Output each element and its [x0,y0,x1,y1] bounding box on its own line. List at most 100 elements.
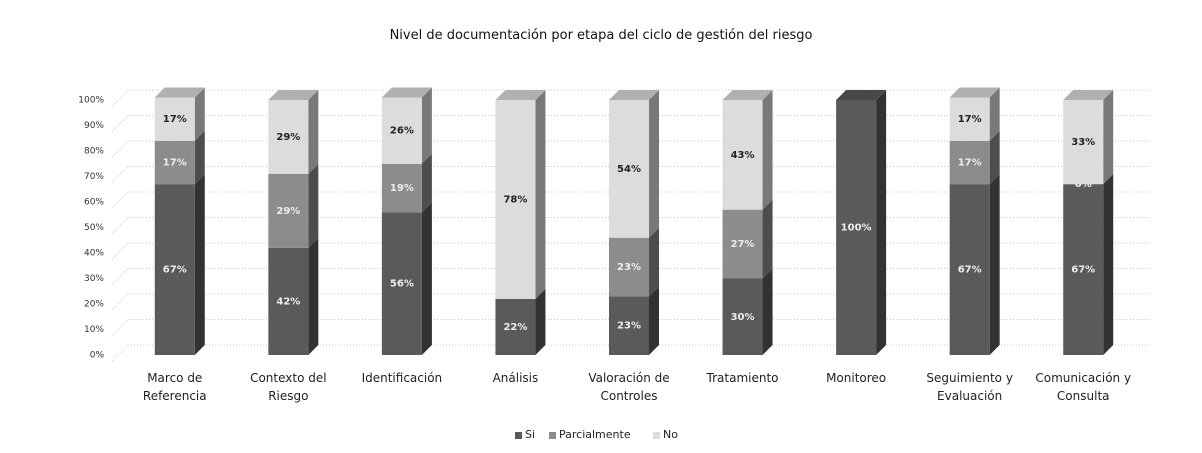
grid-diag [111,89,129,107]
bar-side [649,227,659,297]
data-label: 23% [617,321,641,332]
grid-diag [111,191,129,209]
y-tick-label: 90% [84,121,104,131]
bar-side [762,199,773,279]
bar [495,298,536,355]
y-tick-label: 100% [78,96,104,106]
bar-side [1103,90,1114,185]
chart-title: Nivel de documentación por etapa del cic… [389,28,813,43]
bar-side [421,87,432,164]
bar-side [989,130,1000,185]
data-label: 17% [958,157,982,168]
y-tick-label: 60% [84,198,104,208]
x-tick-label: Identificación [361,371,443,385]
bar [381,212,422,355]
x-tick-label: Tratamiento [706,371,779,385]
bar [495,100,536,299]
bar [1063,100,1104,185]
grid-diag [111,115,129,132]
data-label: 26% [390,126,414,137]
bar-side [421,153,432,213]
data-label: 17% [163,157,187,168]
grid-diag [111,140,129,158]
grid-diag [111,344,129,362]
bar-side [421,202,432,355]
legend-label: Si [525,428,536,441]
bar-side [649,286,659,355]
bar-side [194,87,205,141]
bar [1063,184,1104,355]
data-label: 78% [503,194,527,205]
legend-swatch [549,432,556,439]
bar [268,247,309,355]
bar-top [268,90,319,100]
bar [722,209,763,279]
bar-side [989,174,1000,355]
bar-side [308,163,319,248]
bar-side [308,237,319,355]
legend-swatch [653,432,660,439]
bar-top [949,87,1000,98]
data-label: 56% [390,279,414,290]
bar-top [495,90,546,100]
bar-side [308,90,319,174]
y-tick-label: 0% [90,351,105,361]
y-tick-label: 80% [84,147,104,157]
bar-side [535,90,546,299]
bar-side [762,90,773,210]
data-label: 17% [163,114,187,125]
x-tick-label: Valoración de Controles [588,371,670,403]
x-tick-label: Seguimiento y Evaluación [926,371,1013,403]
x-tick-label: Contexto del Riesgo [250,371,327,403]
bar [949,140,990,185]
bar-top [1063,90,1114,100]
data-label: 19% [390,183,414,194]
data-label: 17% [958,114,982,125]
y-tick-label: 20% [84,300,104,310]
data-label: 67% [163,265,187,276]
x-tick-label: Comunicación y Consulta [1035,371,1132,403]
bar-side [649,90,659,238]
bar [609,237,649,297]
x-tick-label: Análisis [492,371,539,385]
bar [154,97,195,141]
grid-diag [111,319,129,336]
bar-top [722,90,773,100]
data-label: 42% [276,296,300,307]
bar [609,100,649,238]
bar [722,278,763,355]
bar-top [836,90,887,100]
bar-top [381,87,432,98]
data-label: 0% [1075,179,1092,190]
bar [949,184,990,355]
y-tick-label: 10% [84,325,104,335]
bar [268,173,309,248]
bar [949,97,990,141]
legend-swatch [515,432,522,439]
bar [722,100,763,210]
x-tick-label: Marco de Referencia [142,371,207,403]
data-label: 67% [1071,265,1095,276]
data-label: 29% [276,132,300,143]
data-label: 43% [731,150,755,161]
bar-top [154,87,205,98]
data-label: 23% [617,262,641,273]
bar [381,163,422,213]
bar-side [762,268,773,355]
bar-side [876,90,887,355]
bar [154,140,195,185]
data-label: 67% [958,265,982,276]
bar-side [194,130,205,185]
legend-label: No [663,428,678,441]
grid-diag [111,217,129,234]
data-label: 22% [503,322,527,333]
bar-side [989,87,1000,141]
data-label: 33% [1071,137,1095,148]
bar [154,184,195,355]
grid-diag [111,242,129,260]
grid-diag [111,293,129,311]
y-tick-label: 40% [84,249,104,259]
data-label: 30% [731,312,755,323]
